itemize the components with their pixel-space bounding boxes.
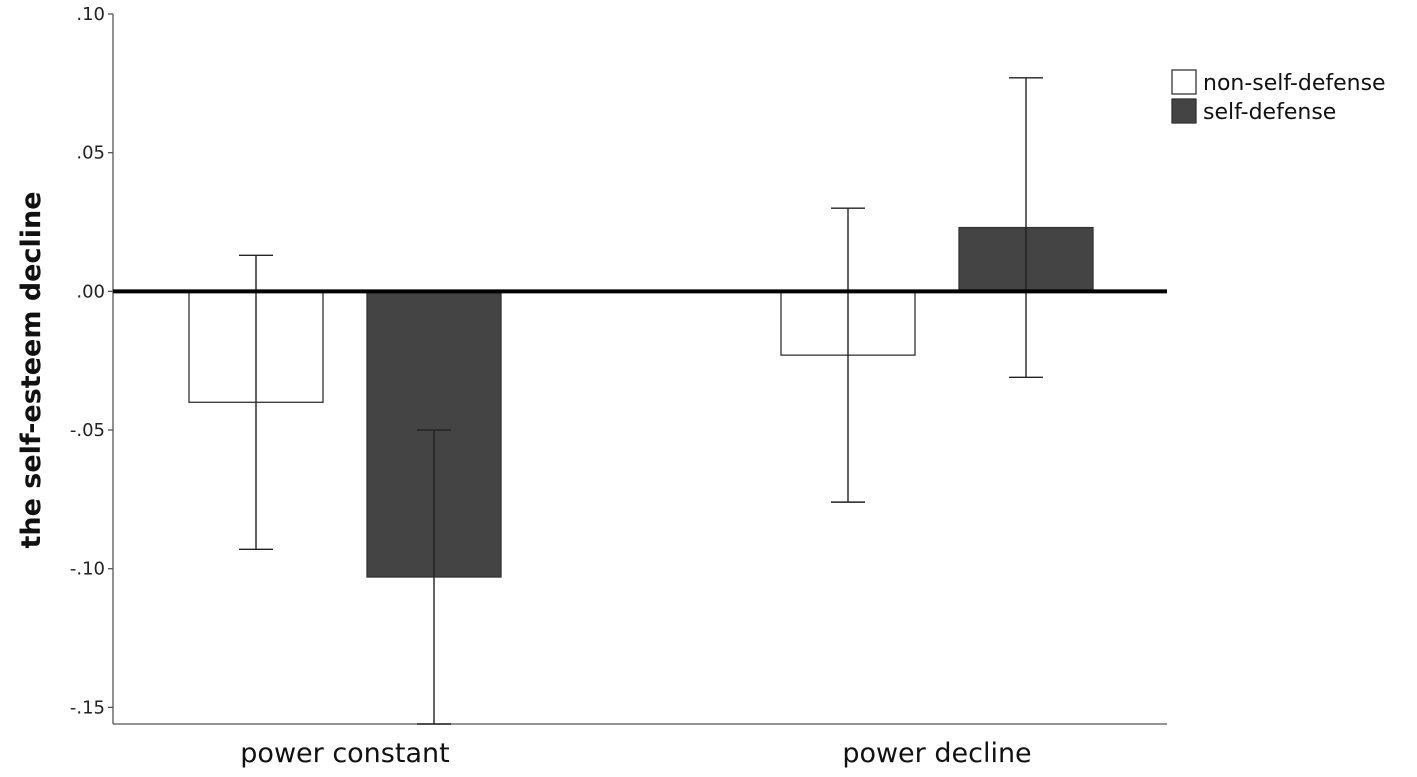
x-tick-label: power constant [240, 738, 449, 769]
legend: non-self-defense self-defense [1171, 69, 1386, 125]
legend-label: self-defense [1203, 100, 1336, 125]
y-tick-label: .00 [76, 281, 105, 302]
y-tick-label: -.15 [70, 697, 105, 718]
y-tick-label: -.10 [70, 559, 105, 580]
legend-swatch [1171, 69, 1197, 95]
y-tick-label: .05 [76, 143, 105, 164]
bars [188, 226, 1094, 578]
y-tick-label: .10 [76, 4, 105, 25]
y-axis-label: the self-esteem decline [16, 191, 47, 548]
legend-label: non-self-defense [1203, 71, 1386, 96]
legend-swatch [1171, 98, 1197, 124]
y-tick-label: -.05 [70, 420, 105, 441]
error-bars [113, 77, 1167, 725]
axes: .10 .05 .00 -.05 -.10 -.15 power constant power… [70, 4, 1167, 769]
x-tick-label: power decline [842, 738, 1031, 769]
